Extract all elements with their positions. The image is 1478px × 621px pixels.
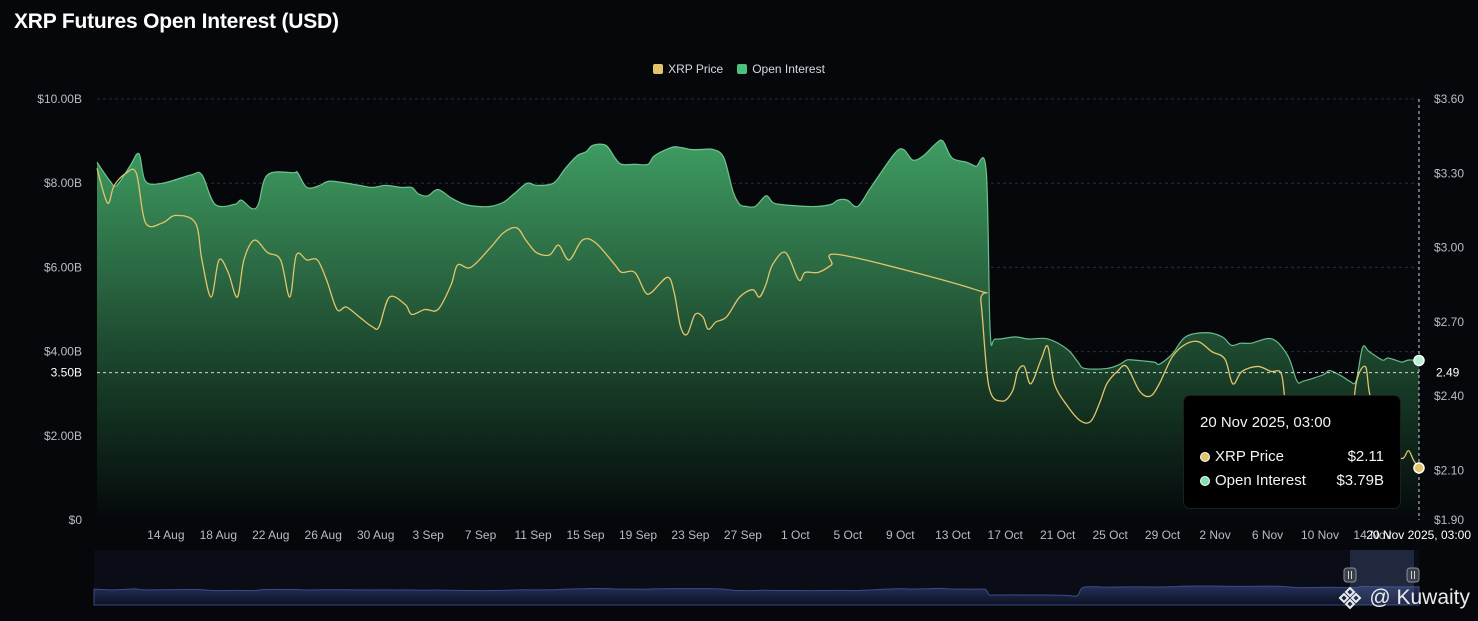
legend-label-open-interest: Open Interest [752, 62, 825, 76]
x-tick-label: 10 Nov [1301, 528, 1339, 542]
open-interest-hover-point [1413, 354, 1425, 367]
tooltip-row-open-interest: Open Interest $3.79B [1200, 472, 1384, 489]
legend-swatch-xrp-price [653, 64, 664, 74]
y-right-tick-label: $1.90 [1434, 513, 1464, 527]
crosshair-left-label: 3.50B [51, 366, 82, 380]
crosshair-right-label: 2.49 [1436, 366, 1460, 380]
navigator-handle-right[interactable] [1406, 567, 1420, 583]
tooltip-label-open-interest: Open Interest [1215, 472, 1306, 489]
open-interest-line [96, 139, 1420, 385]
crosshair: 3.50B 2.49 [51, 99, 1460, 520]
axes: $0 $2.00B $4.00B $6.00B $8.00B $10.00B $1.90 $2… [37, 92, 1471, 542]
navigator-series [93, 585, 1420, 606]
y-right-tick-label: $2.70 [1434, 315, 1464, 329]
x-tick-label: 30 Aug [357, 528, 394, 542]
y-left-tick-label: $8.00B [44, 176, 82, 190]
series-lines [96, 139, 1420, 469]
x-tick-label: 26 Aug [305, 528, 342, 542]
tooltip-value-open-interest: $3.79B [1336, 472, 1384, 489]
legend-label-xrp-price: XRP Price [668, 62, 724, 76]
legend-item-open-interest[interactable]: Open Interest [737, 62, 825, 76]
x-tick-label: 5 Oct [833, 528, 862, 542]
x-tick-label: 14 Aug [147, 528, 184, 542]
y-right-tick-label: $3.00 [1434, 241, 1464, 255]
x-tick-label: 19 Sep [619, 528, 657, 542]
x-tick-label: 14 Nov [1353, 528, 1391, 542]
legend-item-xrp-price[interactable]: XRP Price [653, 62, 723, 76]
chart-title: XRP Futures Open Interest (USD) [14, 10, 339, 33]
tooltip: 20 Nov 2025, 03:00 XRP Price $2.11 Open … [1184, 396, 1400, 508]
x-tick-label: 23 Sep [671, 528, 709, 542]
y-left-tick-label: $10.00B [37, 92, 82, 106]
y-right-tick-label: $2.10 [1434, 463, 1464, 477]
x-tick-label: 3 Sep [412, 528, 444, 542]
y-right-tick-label: $3.30 [1434, 166, 1464, 180]
x-tick-label: 2 Nov [1199, 528, 1230, 542]
x-tick-label: 17 Oct [988, 528, 1024, 542]
watermark: @ Kuwaity [1337, 585, 1470, 611]
x-tick-label: 7 Sep [465, 528, 497, 542]
tooltip-label-xrp-price: XRP Price [1215, 448, 1284, 465]
tooltip-row-xrp-price: XRP Price $2.11 [1200, 448, 1384, 465]
watermark-text: @ Kuwaity [1369, 586, 1470, 609]
tooltip-title: 20 Nov 2025, 03:00 [1200, 414, 1331, 431]
legend: XRP Price Open Interest [0, 62, 1478, 76]
x-tick-label: 1 Oct [781, 528, 810, 542]
x-tick-label: 15 Sep [567, 528, 605, 542]
navigator-handle-left[interactable] [1343, 567, 1357, 583]
y-left-tick-label: $2.00B [44, 429, 82, 443]
y-left-tick-label: $0 [69, 513, 83, 527]
navigator-handle-grip [1343, 567, 1357, 583]
x-tick-label: 6 Nov [1252, 528, 1283, 542]
y-right-tick-label: $3.60 [1434, 92, 1464, 106]
x-tick-label: 13 Oct [935, 528, 971, 542]
tooltip-dot-open-interest [1200, 475, 1210, 486]
tooltip-dot-xrp-price [1200, 451, 1210, 462]
navigator-handle-grip [1406, 567, 1420, 583]
range-navigator[interactable] [93, 550, 1420, 606]
x-tick-label: 9 Oct [886, 528, 915, 542]
xrp-price-line [96, 168, 1420, 469]
x-tick-label: 27 Sep [724, 528, 762, 542]
x-tick-label: 25 Oct [1092, 528, 1128, 542]
y-left-tick-label: $6.00B [44, 260, 82, 274]
y-right-tick-label: $2.40 [1434, 389, 1464, 403]
open-interest-fill [97, 140, 1419, 520]
navigator-selection [1350, 550, 1414, 605]
x-tick-label: 18 Aug [200, 528, 237, 542]
open-interest-area [97, 140, 1419, 520]
tooltip-value-xrp-price: $2.11 [1347, 448, 1384, 465]
legend-swatch-open-interest [737, 64, 748, 74]
xrp-price-hover-point [1413, 462, 1425, 474]
x-tick-label: 11 Sep [514, 528, 551, 542]
binance-logo-icon [1338, 586, 1362, 610]
x-tick-label: 22 Aug [252, 528, 289, 542]
x-tick-label: 20 Nov 2025, 03:00 [1366, 528, 1471, 542]
x-tick-label: 29 Oct [1145, 528, 1181, 542]
y-left-tick-label: $4.00B [44, 345, 82, 359]
x-tick-label: 21 Oct [1040, 528, 1076, 542]
